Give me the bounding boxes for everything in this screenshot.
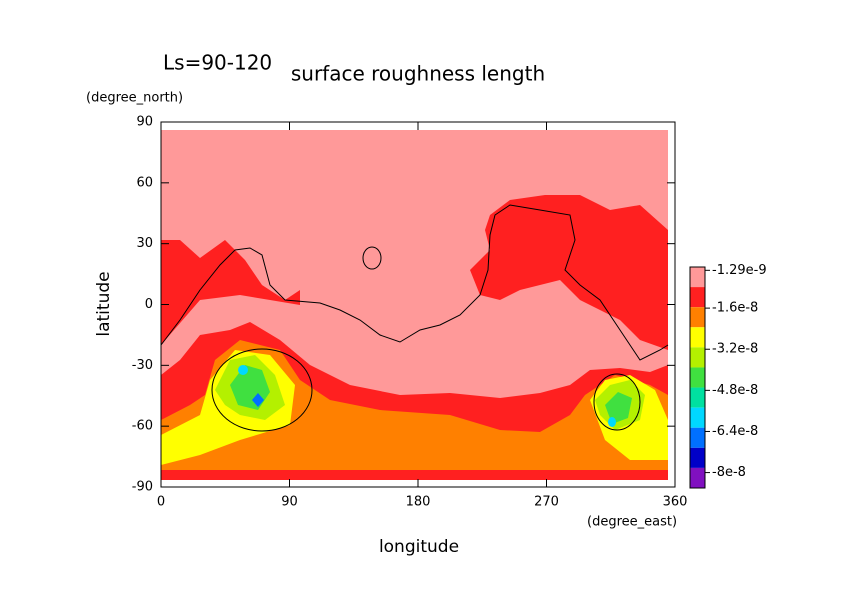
colorbar-frame [689,266,706,489]
colorbar-band [690,427,705,448]
colorbar-band [690,267,705,288]
colorbar-tick-label: -1.29e-9 [712,263,767,278]
field-region [252,393,264,407]
colorbar-band [690,387,705,408]
colorbar-band [690,447,705,468]
colorbar-band [690,367,705,388]
contour-line [160,204,669,361]
colorbar-tick-label: -6.4e-8 [712,424,758,439]
y-tick-label: -90 [132,480,153,495]
field-region [470,195,668,350]
x-unit: (degree_east) [587,515,677,530]
x-tick-label: 360 [663,495,688,510]
colorbar-tick-label: -1.6e-8 [712,301,758,316]
x-tick-label: 180 [406,495,431,510]
y-unit: (degree_north) [86,91,183,106]
contour-line [593,373,641,431]
colorbar-band [690,347,705,368]
x-tick-label: 270 [534,495,559,510]
x-axis-label: longitude [379,537,459,557]
y-tick-label: -60 [132,419,153,434]
field-region [605,392,632,424]
contour-field [160,130,669,480]
y-axis-label: latitude [94,271,114,336]
y-tick-label: 0 [145,297,153,312]
field-region [161,340,668,470]
y-tick-label: 30 [136,236,153,251]
field-region [238,365,248,375]
colorbar-tick-label: -3.2e-8 [712,342,758,357]
colorbar-band [690,327,705,348]
annotation: Ls=90-120 [163,51,272,75]
colorbar-band [690,467,705,488]
contour-line [211,348,313,432]
y-tick-label: 60 [136,175,153,190]
x-tick-label: 90 [281,495,298,510]
colorbar-tick-label: -8e-8 [712,465,746,480]
x-tick-label: 0 [157,495,165,510]
y-tick-label: -30 [132,358,153,373]
y-tick-label: 90 [136,115,153,130]
colorbar-band [690,407,705,428]
colorbar-tick-label: -4.8e-8 [712,383,758,398]
field-region [608,417,616,427]
field-region [161,240,300,345]
contour-line [362,246,382,270]
colorbar-band [690,287,705,308]
chart-title: surface roughness length [291,62,545,86]
colorbar-band [690,307,705,328]
